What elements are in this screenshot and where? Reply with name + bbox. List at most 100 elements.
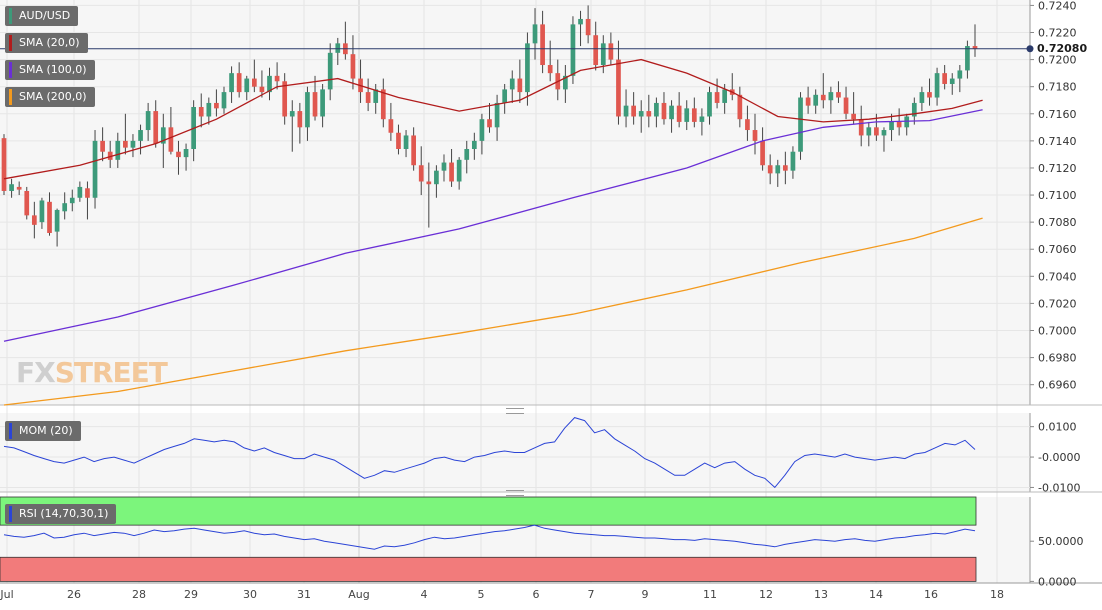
x-tick-label: Aug	[348, 588, 369, 601]
candle-up	[92, 140, 98, 198]
legend-sma200[interactable]: SMA (200,0)	[5, 87, 95, 107]
x-tick-label: 13	[814, 588, 828, 601]
candle-down	[47, 201, 52, 233]
candle-down	[411, 135, 416, 166]
candle-up	[957, 70, 963, 79]
candle-up	[138, 130, 143, 141]
candle-up	[373, 89, 379, 103]
fxstreet-watermark: FXSTREET	[16, 356, 168, 389]
y-tick-label: 0.7080	[1038, 216, 1077, 229]
candle-down	[176, 151, 181, 158]
candle-down	[259, 86, 265, 93]
y-tick-label: 0.7180	[1038, 81, 1077, 94]
candle-down	[31, 215, 37, 225]
candle-up	[464, 148, 470, 160]
rsi-tick-label: 50.0000	[1038, 535, 1084, 548]
legend-symbol[interactable]: AUD/USD	[5, 6, 79, 26]
candle-down	[585, 18, 591, 36]
candle-up	[39, 200, 45, 223]
candle-up	[904, 116, 910, 128]
candle-down	[691, 108, 697, 122]
legend-rsi[interactable]: RSI (14,70,30,1)	[5, 504, 117, 524]
candle-down	[547, 65, 553, 74]
candle-down	[426, 181, 432, 185]
candle-down	[745, 119, 750, 131]
y-tick-label: 0.6960	[1038, 379, 1077, 392]
candle-down	[805, 97, 811, 106]
x-tick-label: 16	[924, 588, 938, 601]
candle-down	[858, 119, 864, 136]
candle-up	[335, 43, 341, 53]
y-tick-label: 0.7040	[1038, 270, 1077, 283]
candle-down	[874, 127, 879, 136]
sma100-swatch	[9, 62, 12, 78]
rsi-overbought-zone	[0, 496, 977, 526]
candle-up	[160, 127, 166, 144]
x-tick-label: 30	[243, 588, 257, 601]
legend-mom[interactable]: MOM (20)	[5, 421, 81, 441]
candle-up	[638, 111, 644, 117]
sma20-line	[3, 58, 983, 180]
candle-up	[9, 184, 14, 191]
candle-down	[198, 107, 204, 117]
mom-tick-label: 0.0100	[1038, 421, 1077, 434]
candle-down	[676, 105, 682, 122]
candle-up	[441, 162, 447, 171]
candle-down	[251, 78, 257, 87]
candle-up	[130, 140, 136, 148]
candle-down	[608, 43, 614, 60]
candle-down	[107, 151, 113, 160]
mom-tick-label: -0.0000	[1038, 451, 1080, 464]
candle-down	[214, 102, 219, 109]
candle-down	[851, 113, 856, 120]
mom-swatch	[9, 423, 12, 439]
sma100-line	[3, 109, 983, 342]
candle-down	[1, 138, 7, 191]
candle-down	[896, 121, 902, 128]
candle-up	[934, 73, 940, 98]
candle-down	[85, 188, 90, 198]
candle-down	[843, 97, 849, 114]
candle-down	[714, 92, 720, 103]
legend-sma100[interactable]: SMA (100,0)	[5, 60, 95, 80]
candle-up	[244, 78, 250, 93]
candle-down	[616, 59, 621, 117]
y-tick-label: 0.7200	[1038, 54, 1077, 67]
candle-down	[927, 92, 932, 98]
y-tick-label: 0.7100	[1038, 189, 1077, 202]
candle-up	[221, 92, 227, 109]
candle-down	[274, 75, 280, 82]
candle-up	[206, 102, 212, 117]
candle-down	[836, 92, 841, 98]
candle-down	[487, 119, 492, 128]
candle-down	[661, 102, 667, 120]
candle-up	[707, 92, 712, 117]
candle-down	[297, 111, 303, 128]
candle-up	[69, 197, 75, 204]
legend-sma20[interactable]: SMA (20,0)	[5, 33, 88, 53]
mom-tick-label: -0.0100	[1038, 481, 1080, 494]
candle-up	[889, 121, 894, 131]
y-tick-label: 0.7220	[1038, 27, 1077, 40]
candle-down	[312, 92, 318, 117]
candle-down	[593, 35, 599, 66]
pane-resize-handle-1[interactable]	[506, 408, 524, 414]
candle-down	[418, 165, 424, 182]
x-tick-label: 4	[421, 588, 428, 601]
candle-up	[509, 78, 515, 90]
x-tick-label: 5	[478, 588, 485, 601]
candle-up	[684, 108, 690, 122]
pane-resize-handle-2[interactable]	[506, 490, 524, 496]
legend-mom-label: MOM (20)	[19, 424, 73, 437]
x-tick-label: 12	[759, 588, 773, 601]
candle-up	[669, 105, 674, 120]
legend-sma100-label: SMA (100,0)	[19, 63, 87, 76]
candle-down	[942, 73, 948, 84]
candle-down	[782, 165, 788, 171]
candle-up	[790, 151, 796, 171]
x-tick-label: 14	[869, 588, 883, 601]
legend-symbol-label: AUD/USD	[19, 9, 71, 22]
symbol-swatch	[9, 8, 12, 24]
candle-up	[305, 92, 310, 128]
